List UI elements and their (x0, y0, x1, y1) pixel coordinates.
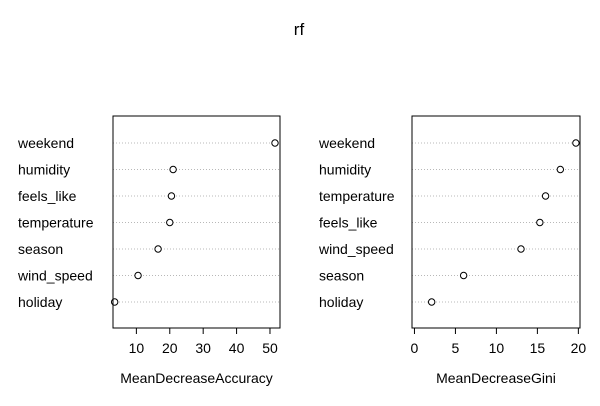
x-axis-label: MeanDecreaseGini (436, 370, 556, 386)
category-label: humidity (319, 162, 371, 178)
x-tick-label: 10 (489, 340, 505, 356)
x-tick-label: 40 (229, 340, 245, 356)
importance-point-temperature (166, 218, 174, 227)
category-label: wind_speed (318, 241, 394, 257)
category-label: season (18, 241, 63, 257)
importance-point-feels-like (536, 218, 544, 227)
importance-point-season (459, 271, 468, 280)
category-label: temperature (319, 188, 395, 204)
importance-point-wind-speed (134, 271, 142, 280)
importance-point-humidity (169, 165, 177, 174)
x-tick-label: 30 (195, 340, 211, 356)
x-axis-label: MeanDecreaseAccuracy (120, 370, 273, 386)
importance-point-holiday (110, 298, 119, 306)
category-label: weekend (318, 135, 375, 151)
category-label: feels_like (319, 215, 378, 231)
mean-decrease-accuracy-panel: weekend humidity feels_like temperature seas… (17, 115, 281, 386)
category-label: season (319, 268, 364, 284)
category-label: temperature (18, 215, 94, 231)
importance-point-temperature (541, 192, 550, 200)
x-tick-label: 0 (411, 340, 419, 356)
category-label: weekend (17, 135, 74, 151)
mean-decrease-gini-panel: weekend humidity temperature feels_likewind… (318, 115, 587, 386)
category-label: holiday (18, 294, 62, 310)
category-label: holiday (319, 294, 363, 310)
importance-point-feels-like (167, 192, 176, 200)
x-tick-label: 10 (129, 340, 145, 356)
x-tick-label: 5 (452, 340, 460, 356)
category-label: wind_speed (17, 268, 93, 284)
importance-point-weekend (271, 139, 279, 147)
x-tick-label: 20 (571, 340, 587, 356)
x-tick-label: 20 (162, 340, 178, 356)
category-label: humidity (18, 162, 70, 178)
category-label: feels_like (18, 188, 77, 204)
importance-point-holiday (427, 298, 436, 306)
importance-point-weekend (572, 139, 580, 147)
importance-point-wind-speed (517, 245, 525, 253)
x-tick-label: 50 (262, 340, 278, 356)
importance-point-season (154, 245, 162, 253)
chart-title: rf (294, 20, 305, 39)
x-tick-label: 15 (530, 340, 546, 356)
importance-point-humidity (556, 165, 565, 174)
